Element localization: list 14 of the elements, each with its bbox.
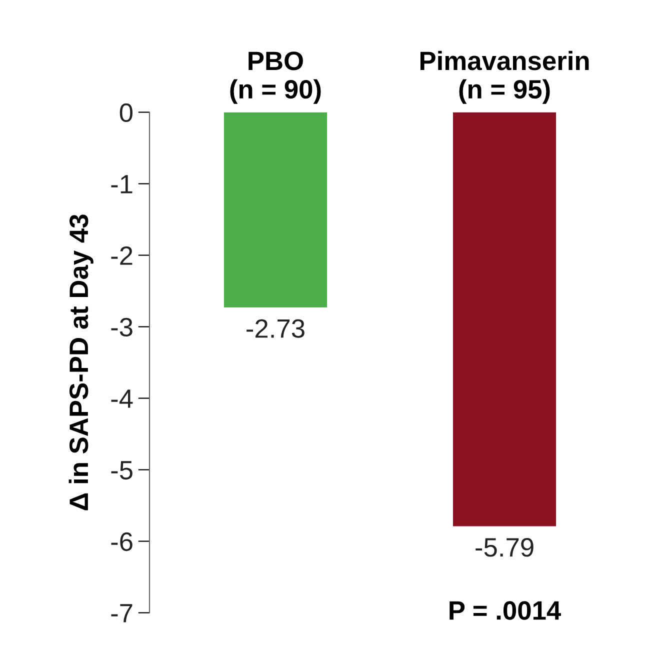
x-tick-label: PBO (n = 90) — [230, 52, 321, 104]
y-tick-label: -2 — [111, 246, 132, 265]
y-tick-label: -5 — [111, 461, 132, 480]
y-tick-label: 0 — [120, 103, 132, 122]
y-tick-label: -6 — [111, 532, 132, 552]
y-axis-title: Δ in SAPS-PD at Day 43 — [68, 214, 94, 510]
x-tick-label: Pimavanserin (n = 95) — [420, 50, 589, 104]
y-tick-label: -4 — [111, 390, 133, 408]
y-tick-label: -7 — [111, 604, 132, 622]
y-tick-label: -1 — [111, 175, 132, 194]
data-label: -5.79 — [476, 538, 534, 557]
data-label: -2.73 — [246, 319, 304, 338]
annotation: P = .0014 — [450, 601, 562, 620]
y-tick-label: -3 — [111, 318, 132, 337]
